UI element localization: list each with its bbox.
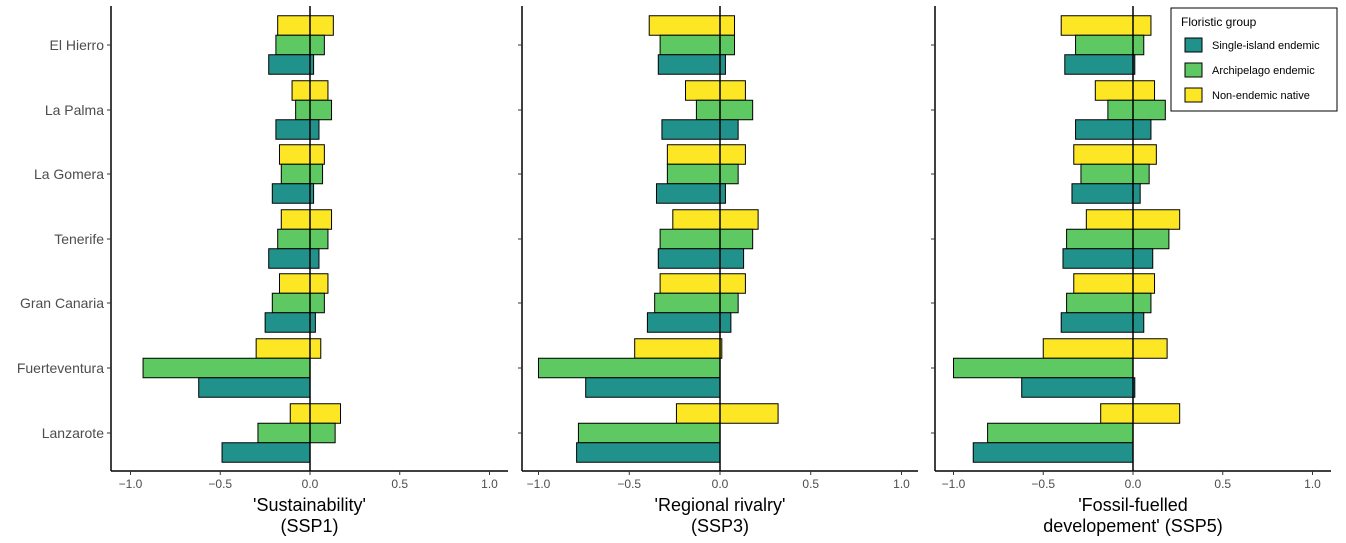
bar-p2-s1-c2 <box>685 80 746 101</box>
bar-p1-s2-c1 <box>275 34 325 56</box>
bar-p2-s3-c3 <box>655 183 726 204</box>
bar-p3-s1-c7 <box>1100 403 1181 424</box>
legend-label-2: Archipelago endemic <box>1212 65 1315 77</box>
bar-p1-s1-c5 <box>278 273 329 294</box>
bar-p2-s2-c3 <box>666 163 739 185</box>
x-tick-label-p1-3: 0.0 <box>302 477 319 491</box>
bar-p1-s3-c2 <box>275 119 320 140</box>
bar-p1-s2-c2 <box>295 99 333 121</box>
bar-p3-s2-c7 <box>987 422 1134 444</box>
bar-p3-s1-c5 <box>1073 273 1156 294</box>
bar-p3-s2-c5 <box>1066 292 1152 314</box>
bar-p2-s3-c6 <box>585 377 721 398</box>
bar-p1-s3-c6 <box>198 377 311 398</box>
x-tick-label-p3-5: 1.0 <box>1304 477 1321 491</box>
bar-p1-s3-c7 <box>221 442 311 463</box>
bar-p3-s3-c5 <box>1060 312 1145 333</box>
bar-p2-s3-c1 <box>657 54 726 75</box>
bar-p1-s3-c1 <box>268 54 315 75</box>
x-tick-label-p3-4: 0.5 <box>1214 477 1231 491</box>
bar-p2-s2-c6 <box>538 357 721 379</box>
category-label-3: La Gomera <box>34 166 104 182</box>
bar-p3-s2-c2 <box>1107 99 1166 121</box>
bar-p2-s2-c7 <box>577 422 721 444</box>
bar-p2-s1-c6 <box>634 338 723 359</box>
x-tick-label-p1-4: 0.5 <box>391 477 408 491</box>
bar-p1-s2-c4 <box>277 228 329 250</box>
x-tick-label-p2-1: −1.0 <box>527 477 551 491</box>
category-label-6: Fuerteventura <box>17 360 104 376</box>
bar-p1-s3-c5 <box>264 312 316 333</box>
panel-title-line1-p3: 'Fossil-fuelled <box>1078 495 1187 515</box>
bar-p2-s3-c5 <box>646 312 732 333</box>
category-label-4: Tenerife <box>54 231 104 247</box>
x-tick-label-p3-3: 0.0 <box>1125 477 1142 491</box>
bar-p2-s2-c2 <box>695 99 754 121</box>
legend-swatch-1 <box>1184 37 1203 53</box>
bar-p1-s1-c3 <box>278 144 325 165</box>
legend-label-1: Single-island endemic <box>1212 40 1320 52</box>
x-tick-label-p1-1: −1.0 <box>119 477 143 491</box>
bar-p3-s3-c4 <box>1062 248 1154 269</box>
bar-p1-s3-c4 <box>268 248 320 269</box>
panel-title-line1-p1: 'Sustainability' <box>253 495 366 515</box>
bar-p2-s1-c3 <box>666 144 746 165</box>
bar-p1-s1-c4 <box>280 209 333 230</box>
bar-p1-s2-c5 <box>271 292 325 314</box>
bar-p3-s1-c1 <box>1060 15 1152 36</box>
x-tick-label-p3-2: −0.5 <box>1031 477 1055 491</box>
x-tick-label-p2-5: 1.0 <box>893 477 910 491</box>
legend-swatch-2 <box>1184 62 1203 78</box>
bar-p1-s2-c7 <box>257 422 336 444</box>
x-tick-label-p1-2: −0.5 <box>208 477 232 491</box>
bar-p1-s2-c3 <box>280 163 324 185</box>
bar-p2-s1-c4 <box>672 209 759 230</box>
panel-title-line2-p2: (SSP3) <box>691 516 749 536</box>
bar-p2-s3-c4 <box>657 248 745 269</box>
panel-title-line1-p2: 'Regional rivalry' <box>655 495 786 515</box>
bar-p3-s2-c4 <box>1066 228 1170 250</box>
x-tick-label-p3-1: −1.0 <box>942 477 966 491</box>
legend-title: Floristic group <box>1181 15 1257 29</box>
x-tick-label-p2-4: 0.5 <box>802 477 819 491</box>
legend-label-3: Non-endemic native <box>1212 90 1310 102</box>
bar-p1-s1-c6 <box>255 338 322 359</box>
bar-p3-s1-c6 <box>1042 338 1168 359</box>
bar-p3-s2-c6 <box>953 357 1134 379</box>
category-label-5: Gran Canaria <box>20 295 104 311</box>
x-tick-label-p2-2: −0.5 <box>617 477 641 491</box>
category-label-7: Lanzarote <box>42 425 104 441</box>
x-tick-label-p2-3: 0.0 <box>712 477 729 491</box>
bar-p2-s2-c5 <box>654 292 739 314</box>
bar-p2-s1-c5 <box>659 273 746 294</box>
bar-p3-s1-c3 <box>1073 144 1157 165</box>
bar-p3-s3-c6 <box>1021 377 1136 398</box>
x-tick-label-p1-5: 1.0 <box>481 477 498 491</box>
bar-p3-s3-c1 <box>1064 54 1136 75</box>
bar-p2-s2-c1 <box>659 34 736 56</box>
bar-p2-s2-c4 <box>659 228 754 250</box>
panel-title-line2-p1: (SSP1) <box>280 516 338 536</box>
bar-p2-s3-c2 <box>661 119 739 140</box>
bar-p3-s3-c3 <box>1071 183 1141 204</box>
category-label-1: El Hierro <box>50 37 105 53</box>
panel-title-line2-p3: developement' (SSP5) <box>1043 516 1223 536</box>
bar-p1-s3-c3 <box>271 183 315 204</box>
bar-p2-s1-c1 <box>648 15 736 36</box>
bar-p3-s2-c3 <box>1080 163 1150 185</box>
bar-p2-s1-c7 <box>675 403 779 424</box>
bar-p1-s2-c6 <box>142 357 311 379</box>
bar-p2-s3-c7 <box>576 442 721 463</box>
bar-p1-s1-c7 <box>289 403 342 424</box>
bar-p3-s1-c2 <box>1094 80 1156 101</box>
bar-p3-s3-c7 <box>972 442 1134 463</box>
bar-p1-s1-c1 <box>277 15 334 36</box>
legend-swatch-3 <box>1184 87 1203 103</box>
bar-p3-s3-c2 <box>1075 119 1152 140</box>
category-label-2: La Palma <box>45 102 104 118</box>
